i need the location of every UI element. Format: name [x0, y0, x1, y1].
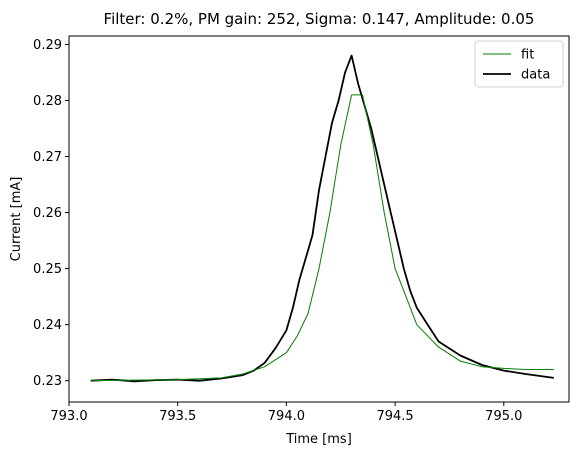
y-tick-label: 0.24 [33, 318, 62, 333]
legend-label-fit: fit [521, 48, 534, 63]
y-tick-label: 0.28 [33, 94, 62, 109]
y-tick-label: 0.26 [33, 206, 62, 221]
y-tick-label: 0.29 [33, 38, 62, 53]
y-axis-label: Current [mA] [9, 177, 24, 262]
x-tick-label: 795.0 [485, 409, 522, 424]
y-tick-label: 0.27 [33, 150, 62, 165]
series-fit-line [90, 94, 554, 382]
chart-title: Filter: 0.2%, PM gain: 252, Sigma: 0.147… [104, 10, 535, 28]
x-axis-label: Time [ms] [285, 432, 352, 447]
legend-box [474, 40, 564, 88]
series-lines [90, 54, 554, 383]
x-tick-label: 794.0 [268, 409, 305, 424]
plot-area: 793.0 793.5 794.0 794.5 795.0 0.230.240.250.… [33, 35, 570, 424]
x-tick-label: 794.5 [376, 409, 413, 424]
x-axis: 793.0 793.5 794.0 794.5 795.0 [50, 402, 522, 424]
x-tick-label: 793.5 [159, 409, 196, 424]
y-tick-label: 0.25 [33, 262, 62, 277]
y-tick-label: 0.23 [33, 374, 62, 389]
legend: fit data [474, 40, 564, 88]
legend-label-data: data [521, 68, 550, 83]
x-tick-label: 793.0 [50, 409, 87, 424]
axes-frame [68, 35, 570, 403]
series-data-line [90, 54, 554, 383]
y-axis: 0.23 0.24 0.25 0.26 0.27 0.28 0.29 [33, 38, 69, 389]
